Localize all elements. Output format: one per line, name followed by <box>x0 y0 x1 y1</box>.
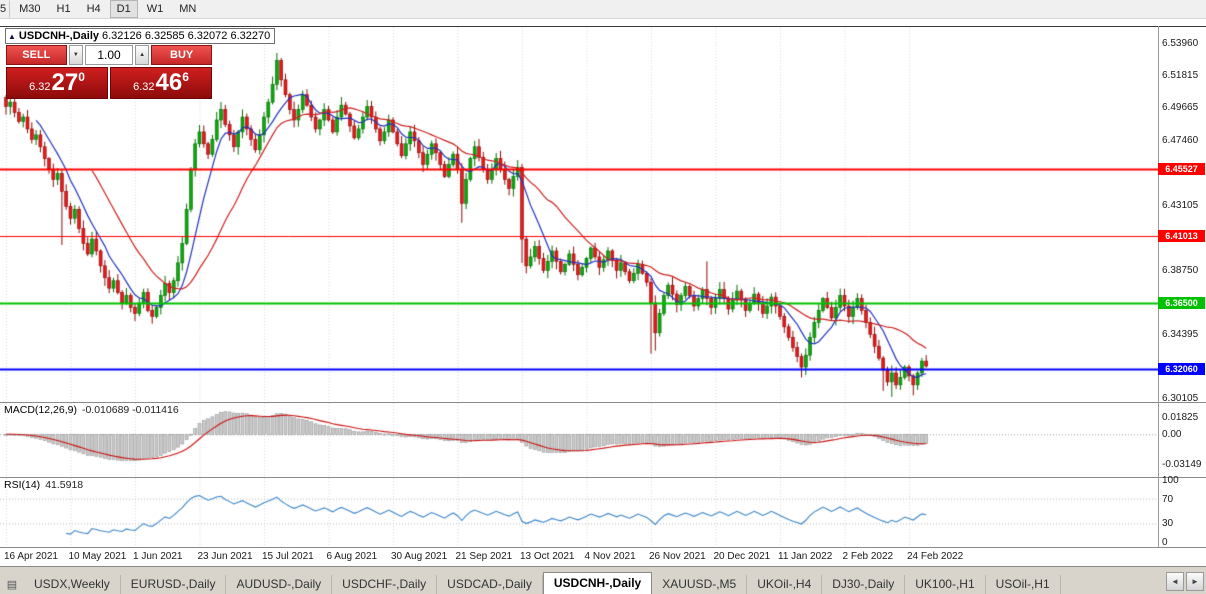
pane-divider-rsi[interactable] <box>0 477 1206 478</box>
scroll-left-button[interactable]: ◄ <box>1166 572 1184 591</box>
price-axis-tick: 6.30105 <box>1162 393 1199 405</box>
macd-axis-tick: 0.01825 <box>1162 411 1199 423</box>
date-label: 4 Nov 2021 <box>584 551 636 562</box>
scroll-right-icon: ► <box>1191 577 1199 586</box>
price-line-badge: 6.36500 <box>1158 297 1205 310</box>
date-label: 13 Oct 2021 <box>520 551 575 562</box>
date-label: 16 Apr 2021 <box>4 551 58 562</box>
rsi-axis-tick: 70 <box>1162 493 1174 505</box>
date-label: 10 May 2021 <box>68 551 127 562</box>
chart-tab-usdcnh-daily[interactable]: USDCNH-,Daily <box>542 572 653 594</box>
macd-canvas[interactable] <box>0 403 1158 477</box>
chart-tab-usdchf-daily[interactable]: USDCHF-,Daily <box>332 575 438 594</box>
price-axis-tick: 6.49665 <box>1162 102 1199 114</box>
sell-button[interactable]: SELL <box>6 45 67 65</box>
quote-symbol: USDCNH-,Daily <box>18 30 99 42</box>
volume-decrease-button[interactable]: ▼ <box>68 45 83 65</box>
date-label: 26 Nov 2021 <box>649 551 706 562</box>
chart-tab-dj30-daily[interactable]: DJ30-,Daily <box>822 575 906 594</box>
timeframe-button-mn[interactable]: MN <box>172 0 204 18</box>
spinner-up-icon: ▲ <box>139 52 146 58</box>
bid-prefix: 6.32 <box>29 81 51 93</box>
symbol-marker-icon: ▲ <box>8 31 16 41</box>
price-axis-divider <box>1158 26 1159 547</box>
scroll-left-icon: ◄ <box>1171 577 1179 586</box>
price-axis-tick: 6.34395 <box>1162 329 1199 341</box>
date-label: 1 Jun 2021 <box>133 551 183 562</box>
macd-axis-tick: 0.00 <box>1162 429 1182 441</box>
price-axis-tick: 6.43105 <box>1162 199 1199 211</box>
macd-name: MACD(12,26,9) <box>4 404 77 416</box>
chart-tab-xauusd-m5[interactable]: XAUUSD-,M5 <box>652 575 748 594</box>
chart-tab-usdcad-daily[interactable]: USDCAD-,Daily <box>437 575 543 594</box>
price-axis-tick: 6.53960 <box>1162 38 1199 50</box>
timeframe-button-m30[interactable]: M30 <box>12 0 48 18</box>
chart-tabs: USDX,Weekly EURUSD-,Daily AUDUSD-,Daily USD… <box>24 572 1061 594</box>
price-line-badge: 6.32060 <box>1158 363 1205 376</box>
rsi-axis-tick: 100 <box>1162 475 1179 486</box>
tab-list-icon[interactable]: ▤ <box>6 578 18 591</box>
one-click-trading-panel: SELL ▼ ▲ BUY 6.32 27 0 6.32 46 6 <box>6 45 212 99</box>
ask-pips: 46 <box>155 69 183 96</box>
timeframe-button-h4[interactable]: H4 <box>79 0 108 18</box>
bid-pips: 27 <box>51 69 79 96</box>
date-label: 24 Feb 2022 <box>907 551 964 562</box>
bid-price-display[interactable]: 6.32 27 0 <box>6 67 108 99</box>
date-label: 30 Aug 2021 <box>391 551 448 562</box>
volume-increase-button[interactable]: ▲ <box>135 45 150 65</box>
spinner-down-icon: ▼ <box>72 52 79 58</box>
scroll-right-button[interactable]: ► <box>1186 572 1204 591</box>
price-line-badge: 6.41013 <box>1158 229 1205 242</box>
date-label: 20 Dec 2021 <box>713 551 771 562</box>
macd-axis-tick: -0.03149 <box>1162 459 1202 471</box>
timeframe-button-d1[interactable]: D1 <box>109 0 138 18</box>
date-label: 21 Sep 2021 <box>455 551 513 562</box>
date-label: 15 Jul 2021 <box>262 551 314 562</box>
rsi-label: RSI(14) 41.5918 <box>4 479 83 491</box>
chart-tab-usoil-h1[interactable]: USOil-,H1 <box>986 575 1061 594</box>
timeframe-button-5[interactable]: 5 <box>0 0 11 18</box>
rsi-canvas[interactable] <box>0 478 1158 547</box>
buy-button[interactable]: BUY <box>151 45 212 65</box>
rsi-value: 41.5918 <box>45 479 84 491</box>
timeframe-button-w1[interactable]: W1 <box>139 0 171 18</box>
chart-tab-ukoil-h4[interactable]: UKOil-,H4 <box>747 575 823 594</box>
quote-box: ▲ USDCNH-,Daily 6.32126 6.32585 6.32072 … <box>5 28 276 44</box>
chart-tab-eurusd-daily[interactable]: EURUSD-,Daily <box>121 575 227 594</box>
price-axis-tick: 6.47460 <box>1162 134 1199 146</box>
quote-ohlc: 6.32126 6.32585 6.32072 6.32270 <box>102 30 271 42</box>
date-label: 2 Feb 2022 <box>842 551 894 562</box>
date-label: 6 Aug 2021 <box>326 551 378 562</box>
timeframe-toolbar: 5 M30 H1 H4 D1 W1 MN <box>0 0 1206 19</box>
ask-price-display[interactable]: 6.32 46 6 <box>110 67 212 99</box>
timeframe-button-h1[interactable]: H1 <box>49 0 78 18</box>
ask-prefix: 6.32 <box>133 81 155 93</box>
rsi-axis-tick: 30 <box>1162 518 1174 530</box>
bid-point: 0 <box>78 70 85 84</box>
pane-divider-dates <box>0 547 1206 548</box>
tab-scroll-buttons: ◄ ► <box>1166 572 1204 591</box>
chart-tab-usdx-weekly[interactable]: USDX,Weekly <box>24 575 121 594</box>
pane-divider-macd[interactable] <box>0 402 1206 403</box>
rsi-axis-tick: 0 <box>1162 537 1168 548</box>
macd-label: MACD(12,26,9) -0.010689 -0.011416 <box>4 404 179 416</box>
chart-tabs-bar: ▤ USDX,Weekly EURUSD-,Daily AUDUSD-,Daily U… <box>0 566 1206 594</box>
chart-tab-uk100-h1[interactable]: UK100-,H1 <box>905 575 986 594</box>
price-axis-tick: 6.38750 <box>1162 264 1199 276</box>
chart-top-border <box>0 26 1206 27</box>
price-line-badge: 6.45527 <box>1158 162 1205 175</box>
price-axis-tick: 6.51815 <box>1162 70 1199 82</box>
macd-values: -0.010689 -0.011416 <box>81 404 179 416</box>
rsi-name: RSI(14) <box>4 479 41 491</box>
volume-input[interactable] <box>85 45 133 65</box>
ask-point: 6 <box>182 70 189 84</box>
date-label: 23 Jun 2021 <box>197 551 253 562</box>
chart-tab-audusd-daily[interactable]: AUDUSD-,Daily <box>226 575 333 594</box>
date-label: 11 Jan 2022 <box>778 551 833 562</box>
